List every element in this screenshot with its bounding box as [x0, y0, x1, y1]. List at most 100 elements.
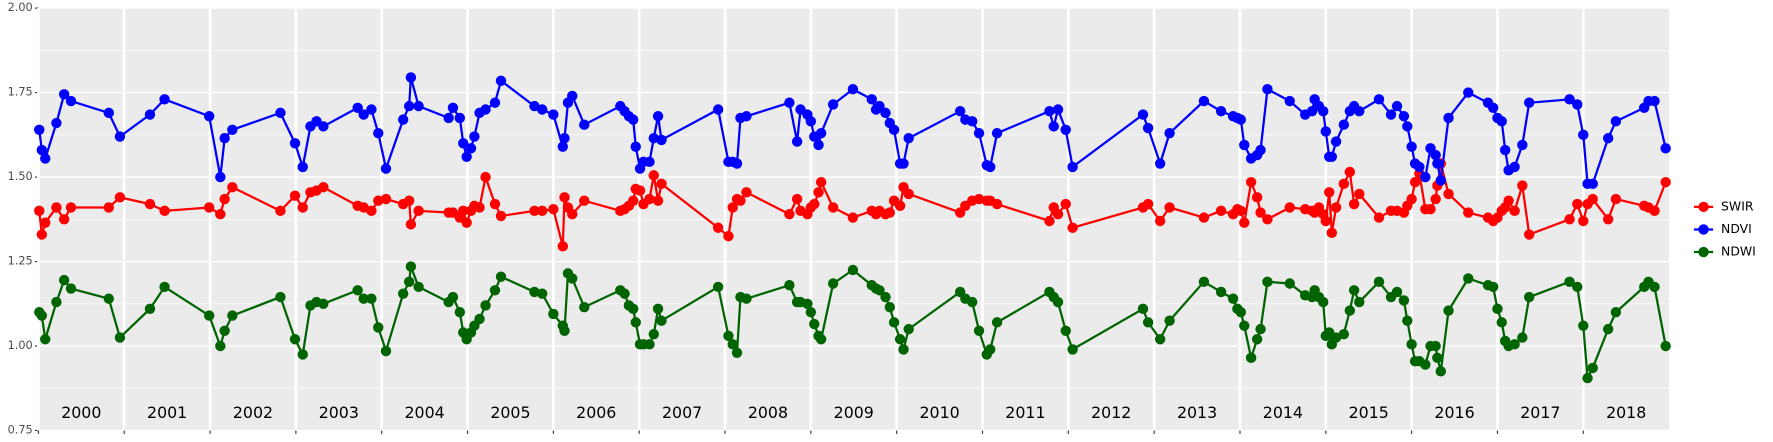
- data-point: [1262, 276, 1273, 288]
- data-point: [1235, 205, 1247, 217]
- data-point: [1402, 121, 1413, 132]
- data-point: [495, 210, 507, 222]
- data-point: [1255, 207, 1266, 218]
- data-point: [144, 303, 156, 315]
- data-point: [34, 205, 45, 217]
- data-point: [894, 334, 906, 345]
- data-point: [791, 136, 803, 147]
- data-point: [784, 97, 795, 108]
- data-point: [1572, 198, 1583, 210]
- data-point: [557, 241, 568, 252]
- data-point: [103, 293, 114, 304]
- data-point: [51, 296, 62, 308]
- data-point: [1509, 205, 1520, 217]
- data-point: [630, 317, 641, 328]
- data-point: [1373, 276, 1385, 288]
- data-point: [1524, 97, 1535, 108]
- data-point: [741, 111, 752, 122]
- x-tick-label: 2000: [61, 403, 101, 422]
- data-point: [1463, 273, 1474, 284]
- data-point: [1572, 281, 1583, 293]
- data-point: [1587, 193, 1598, 205]
- data-point: [36, 144, 48, 156]
- data-point: [784, 279, 795, 291]
- x-tick-label: 2001: [147, 403, 187, 422]
- data-point: [966, 296, 978, 308]
- data-point: [373, 322, 384, 333]
- data-point: [712, 104, 724, 115]
- data-point: [366, 205, 377, 217]
- data-point: [358, 293, 369, 304]
- data-point: [352, 285, 363, 296]
- data-point: [791, 193, 803, 205]
- y-tick-label: 1.25: [8, 255, 33, 268]
- data-point: [1373, 212, 1385, 223]
- data-point: [1660, 340, 1671, 352]
- data-point: [413, 100, 424, 112]
- data-point: [652, 195, 664, 206]
- data-point: [815, 127, 827, 139]
- data-point: [1044, 105, 1055, 117]
- data-point: [458, 138, 469, 149]
- data-point: [1245, 352, 1257, 364]
- data-point: [652, 303, 664, 315]
- data-point: [1215, 105, 1227, 117]
- data-point: [1402, 315, 1413, 326]
- data-point: [1432, 158, 1443, 169]
- data-point: [1391, 100, 1403, 112]
- data-point: [1215, 286, 1227, 298]
- data-point: [880, 107, 891, 119]
- data-point: [40, 217, 51, 228]
- data-point: [227, 124, 238, 135]
- data-point: [297, 161, 308, 173]
- data-point: [1564, 214, 1575, 225]
- data-point: [1517, 180, 1528, 191]
- data-point: [1602, 214, 1614, 225]
- data-point: [58, 274, 70, 286]
- data-point: [1602, 323, 1614, 335]
- data-point: [1320, 215, 1331, 227]
- data-point: [474, 202, 485, 213]
- data-point: [489, 97, 501, 108]
- data-point: [159, 94, 170, 105]
- data-point: [458, 205, 469, 217]
- x-tick-label: 2005: [490, 403, 530, 422]
- data-point: [289, 190, 301, 201]
- data-point: [403, 195, 415, 206]
- data-point: [966, 116, 978, 127]
- x-tick-label: 2017: [1520, 403, 1560, 422]
- data-point: [557, 141, 568, 152]
- data-point: [991, 317, 1003, 328]
- data-point: [1255, 144, 1266, 156]
- data-point: [1239, 217, 1250, 228]
- data-point: [1198, 276, 1210, 288]
- x-tick-label: 2011: [1005, 403, 1045, 422]
- data-point: [847, 84, 859, 95]
- data-point: [366, 293, 377, 304]
- data-point: [991, 198, 1003, 210]
- data-point: [741, 187, 752, 198]
- data-point: [1463, 87, 1474, 98]
- data-point: [144, 109, 156, 120]
- data-point: [318, 298, 329, 309]
- data-point: [1137, 109, 1149, 120]
- data-point: [559, 325, 570, 337]
- data-point: [1503, 195, 1514, 206]
- data-point: [1499, 144, 1511, 156]
- data-point: [1430, 193, 1441, 205]
- data-point: [644, 339, 655, 350]
- data-point: [1354, 188, 1365, 200]
- data-point: [1154, 334, 1166, 345]
- x-tick-label: 2018: [1606, 403, 1646, 422]
- data-point: [1406, 141, 1417, 152]
- x-tick-label: 2002: [233, 403, 273, 422]
- data-point: [874, 285, 885, 296]
- data-point: [559, 192, 570, 203]
- data-point: [1052, 296, 1064, 308]
- data-point: [215, 209, 226, 220]
- data-point: [480, 171, 491, 183]
- data-point: [40, 153, 51, 164]
- legend-key-point: [1698, 246, 1709, 258]
- data-point: [297, 349, 308, 360]
- data-point: [727, 339, 738, 350]
